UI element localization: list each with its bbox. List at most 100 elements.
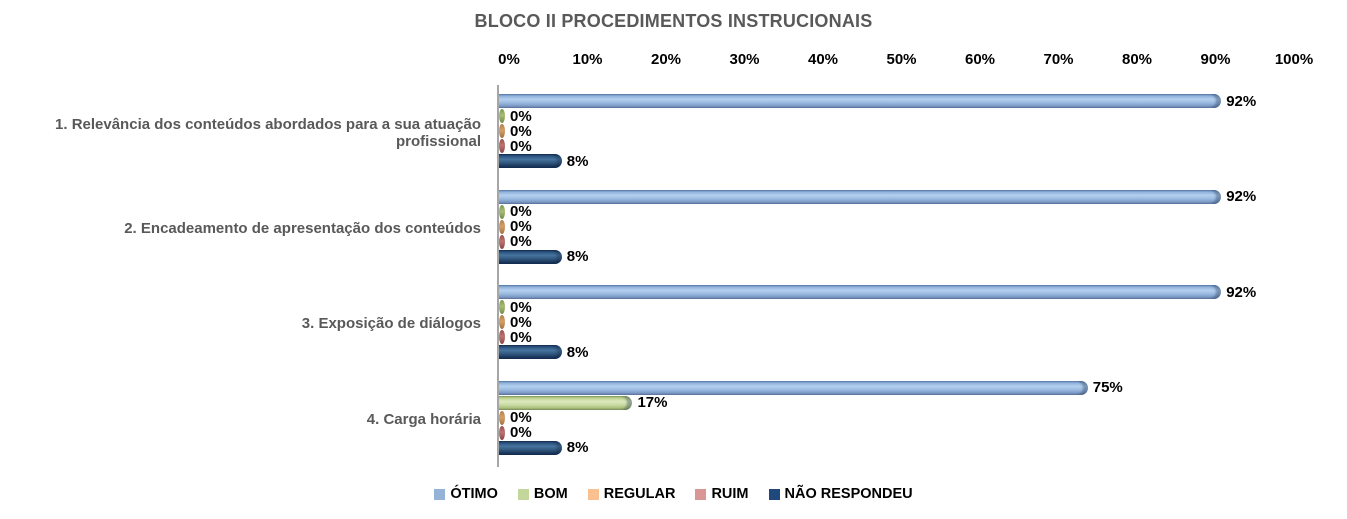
data-label: 92%: [1226, 92, 1257, 110]
legend-swatch-icon: [587, 488, 599, 500]
data-label: 0%: [510, 328, 532, 346]
data-label: 8%: [566, 248, 589, 265]
bar-não-respondeu: [499, 345, 562, 359]
bar-ótimo: [499, 380, 1088, 395]
legend-item-ótimo: ÓTIMO: [434, 486, 498, 502]
legend-item-ruim: RUIM: [695, 486, 749, 502]
data-label: 8%: [566, 439, 589, 456]
bar-line: 17%: [499, 394, 1347, 411]
category-label: 3. Exposição de diálogos: [301, 315, 481, 333]
data-label: 92%: [1226, 283, 1257, 301]
bar-line: 0%: [499, 328, 1347, 346]
plot-area: 1. Relevância dos conteúdos abordados pa…: [0, 85, 1347, 467]
bar-ruim: [499, 425, 505, 440]
x-tick-label: 10%: [572, 51, 603, 68]
bar-line: 0%: [499, 107, 1347, 125]
legend-swatch-icon: [517, 488, 529, 500]
legend-label: ÓTIMO: [450, 486, 498, 502]
data-label: 17%: [637, 394, 668, 411]
bar-line: 92%: [499, 92, 1347, 110]
data-label: 8%: [566, 152, 589, 170]
bar-ótimo: [499, 189, 1222, 204]
x-tick-label: 30%: [729, 51, 760, 68]
bar-regular: [499, 410, 505, 425]
bar-não-respondeu: [499, 249, 562, 264]
x-tick-label: 20%: [650, 51, 682, 68]
x-tick-label: 80%: [1121, 51, 1153, 68]
bar-line: 8%: [499, 152, 1347, 170]
bar-não-respondeu: [499, 154, 562, 168]
data-label: 0%: [510, 122, 532, 140]
legend-label: RUIM: [711, 486, 749, 502]
x-tick-label: 0%: [498, 51, 520, 68]
category-bars: 75% 17% 0% 0% 8%: [497, 371, 1347, 467]
bar-line: 8%: [499, 439, 1347, 456]
category-row: 2. Encadeamento de apresentação dos cont…: [0, 180, 1347, 276]
bar-regular: [499, 219, 505, 234]
x-tick-label: 40%: [807, 51, 839, 68]
legend-label: BOM: [533, 486, 568, 502]
bar-bom: [499, 395, 633, 410]
x-tick-label: 90%: [1200, 51, 1231, 68]
bar-bom: [499, 300, 505, 314]
bar-ruim: [499, 139, 505, 153]
category-label: 2. Encadeamento de apresentação dos cont…: [124, 219, 481, 237]
category-row: 3. Exposição de diálogos 92% 0% 0% 0% 8%: [0, 276, 1347, 372]
legend-item-bom: BOM: [517, 486, 568, 502]
data-label: 0%: [510, 203, 532, 220]
legend-item-não-respondeu: NÃO RESPONDEU: [768, 486, 913, 502]
bar-bom: [499, 109, 505, 123]
bar-line: 0%: [499, 122, 1347, 140]
data-label: 0%: [510, 137, 532, 155]
legend-item-regular: REGULAR: [587, 486, 676, 502]
data-label: 0%: [510, 218, 532, 235]
data-label: 0%: [510, 409, 532, 426]
bar-line: 0%: [499, 313, 1347, 331]
bar-não-respondeu: [499, 440, 562, 455]
legend-swatch-icon: [695, 488, 707, 500]
bar-line: 75%: [499, 379, 1347, 396]
data-label: 75%: [1092, 379, 1123, 396]
category-row: 4. Carga horária 75% 17% 0% 0% 8%: [0, 371, 1347, 467]
bar-line: 8%: [499, 248, 1347, 265]
bar-line: 0%: [499, 203, 1347, 220]
x-tick-label: 60%: [964, 51, 996, 68]
bar-line: 0%: [499, 424, 1347, 441]
bar-bom: [499, 204, 505, 219]
x-tick-label: 100%: [1274, 51, 1314, 68]
category-label: 4. Carga horária: [366, 410, 481, 428]
legend-swatch-icon: [768, 488, 780, 500]
bar-line: 92%: [499, 188, 1347, 205]
data-label: 92%: [1226, 188, 1257, 205]
category-bars: 92% 0% 0% 0% 8%: [497, 85, 1347, 181]
bar-ruim: [499, 330, 505, 344]
bar-ruim: [499, 234, 505, 249]
bar-line: 0%: [499, 233, 1347, 250]
data-label: 8%: [566, 343, 589, 361]
legend: ÓTIMO BOM REGULAR RUIM NÃO RESPONDEU: [0, 486, 1347, 502]
data-label: 0%: [510, 313, 532, 331]
bar-line: 92%: [499, 283, 1347, 301]
category-row: 1. Relevância dos conteúdos abordados pa…: [0, 85, 1347, 181]
bar-line: 0%: [499, 298, 1347, 316]
bar-ótimo: [499, 94, 1222, 108]
legend-label: REGULAR: [603, 486, 676, 502]
category-bars: 92% 0% 0% 0% 8%: [497, 180, 1347, 276]
bar-line: 0%: [499, 409, 1347, 426]
data-label: 0%: [510, 107, 532, 125]
x-axis-ticks: 0% 10% 20% 30% 40% 50% 60% 70% 80% 90% 100%: [498, 51, 1313, 70]
category-label: 1. Relevância dos conteúdos abordados pa…: [55, 115, 481, 150]
bar-line: 0%: [499, 218, 1347, 235]
bar-regular: [499, 124, 505, 138]
bar-line: 8%: [499, 343, 1347, 361]
bar-line: 0%: [499, 137, 1347, 155]
category-bars: 92% 0% 0% 0% 8%: [497, 276, 1347, 372]
data-label: 0%: [510, 298, 532, 316]
x-tick-label: 70%: [1043, 51, 1074, 68]
legend-label: NÃO RESPONDEU: [784, 486, 913, 502]
data-label: 0%: [510, 233, 532, 250]
data-label: 0%: [510, 424, 532, 441]
x-tick-label: 50%: [886, 51, 917, 68]
bar-ótimo: [499, 285, 1222, 299]
